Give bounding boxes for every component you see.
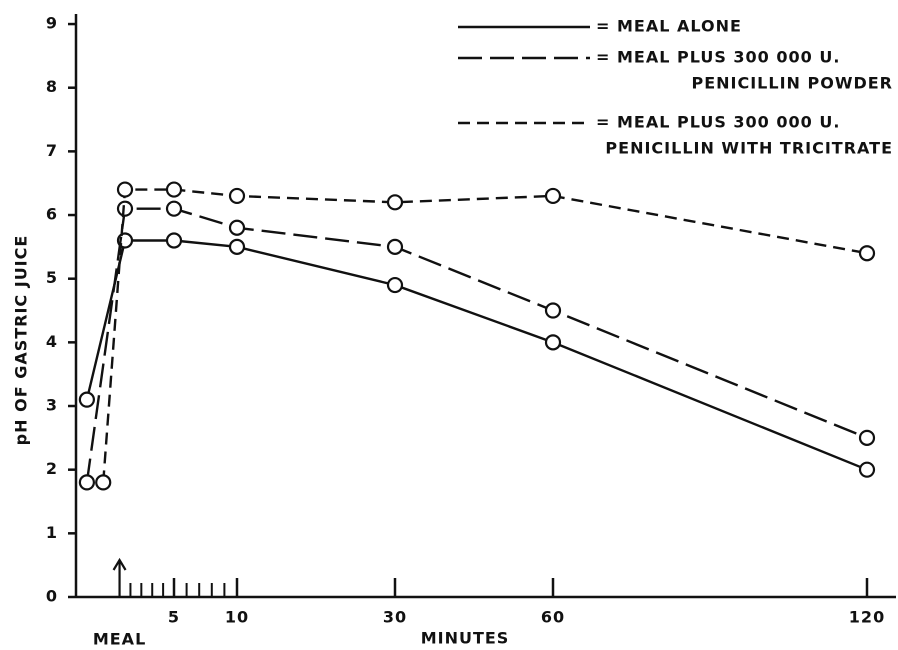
data-point: [78, 474, 95, 491]
data-point: [165, 181, 183, 198]
data-point: [95, 474, 112, 491]
data-point: [386, 238, 404, 255]
y-tick-label: 0: [46, 587, 58, 606]
legend-label: PENICILLIN WITH TRICITRATE: [605, 139, 893, 158]
meal-arrow-head: [112, 557, 127, 571]
x-tick-label: 30: [383, 608, 407, 627]
y-tick-label: 4: [46, 332, 58, 351]
y-axis-label: pH OF GASTRIC JUICE: [12, 235, 31, 446]
x-tick-label: 10: [225, 608, 249, 627]
meal-label: MEAL: [93, 630, 146, 649]
y-tick-label: 8: [46, 77, 58, 96]
data-point: [228, 238, 246, 255]
data-point: [78, 391, 95, 408]
data-point: [228, 187, 246, 205]
data-point: [858, 429, 876, 446]
x-tick-label: 5: [168, 608, 180, 627]
legend-label: PENICILLIN POWDER: [691, 74, 893, 93]
data-point: [116, 181, 134, 198]
data-point: [386, 194, 404, 211]
series-line: [85, 207, 868, 483]
data-point: [544, 187, 562, 205]
data-point: [165, 200, 183, 217]
series-line: [85, 239, 868, 471]
y-tick-label: 6: [46, 205, 58, 224]
data-point: [858, 461, 876, 478]
y-tick-label: 3: [46, 396, 58, 415]
y-tick-label: 1: [46, 523, 58, 542]
legend-label: = MEAL ALONE: [596, 17, 742, 36]
y-tick-label: 5: [46, 268, 58, 287]
series-line: [102, 188, 868, 483]
legend-label: = MEAL PLUS 300 000 U.: [596, 48, 840, 67]
data-point: [116, 200, 134, 217]
x-tick-label: 120: [849, 608, 885, 627]
x-axis-label: MINUTES: [421, 629, 510, 648]
data-point: [386, 276, 404, 294]
data-point: [544, 302, 562, 319]
y-tick-label: 9: [46, 14, 58, 33]
data-point: [544, 334, 562, 351]
x-tick-label: 60: [541, 608, 565, 627]
data-point: [858, 245, 876, 262]
y-tick-label: 2: [46, 459, 58, 478]
y-tick-label: 7: [46, 141, 58, 160]
data-point: [165, 232, 183, 249]
legend-label: = MEAL PLUS 300 000 U.: [596, 113, 840, 132]
data-point: [228, 219, 246, 236]
